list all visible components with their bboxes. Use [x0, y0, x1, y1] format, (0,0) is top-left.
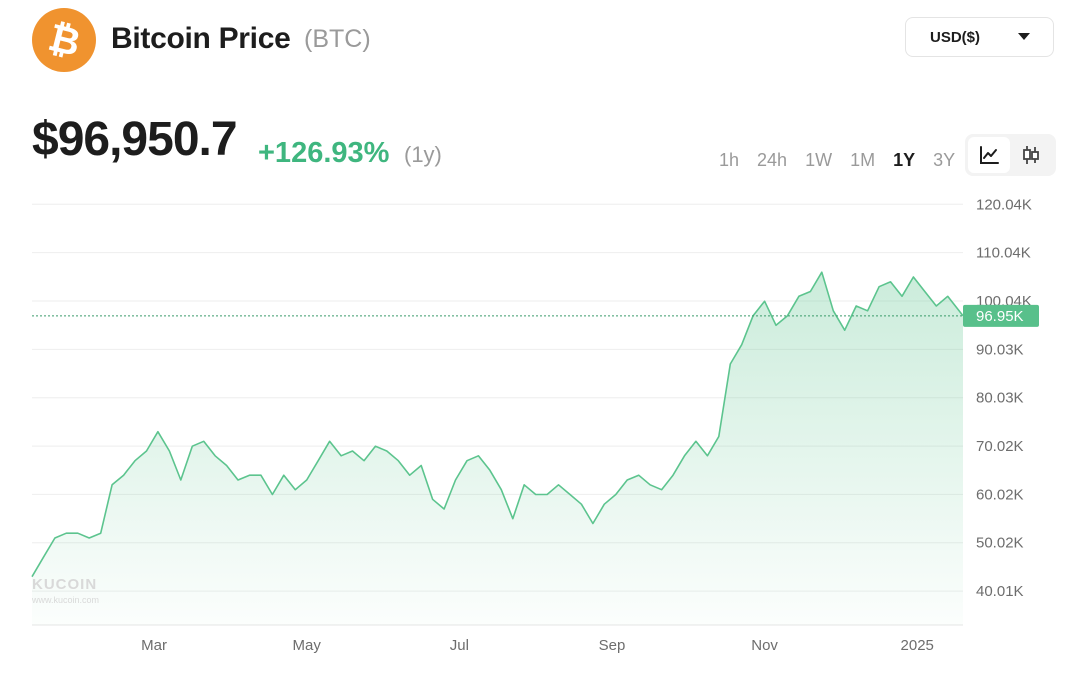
bitcoin-icon: ₿ [32, 8, 96, 72]
y-tick-label: 110.04K [976, 245, 1031, 262]
price-chart: 120.04K110.04K100.04K90.03K80.03K70.02K6… [31, 196, 1039, 654]
tab-24h[interactable]: 24h [757, 150, 788, 170]
x-tick-label: Nov [751, 637, 778, 654]
watermark: KUCOIN www.kucoin.com [32, 576, 99, 605]
y-tick-label: 60.02K [976, 486, 1024, 503]
tab-1m[interactable]: 1M [850, 150, 876, 170]
y-tick-label: 70.02K [976, 438, 1024, 455]
price-area-fill [32, 272, 963, 625]
x-tick-label: Sep [599, 637, 626, 654]
x-tick-label: 2025 [901, 637, 934, 654]
current-price-tag-label: 96.95K [976, 308, 1024, 325]
y-axis-labels: 120.04K110.04K100.04K90.03K80.03K70.02K6… [976, 196, 1032, 600]
change-period: (1y) [404, 142, 442, 167]
currency-select-label: USD($) [930, 28, 981, 46]
current-price-tag: 96.95K [963, 304, 1039, 327]
time-range-tabs: 1h 24h 1W 1M 1Y 3Y [710, 148, 964, 172]
watermark-url: www.kucoin.com [32, 595, 100, 605]
line-chart-icon [980, 146, 999, 164]
tab-1y[interactable]: 1Y [893, 150, 916, 170]
bitcoin-logo-glyph: ₿ [43, 14, 85, 65]
y-tick-label: 50.02K [976, 535, 1024, 552]
x-axis-labels: Mar May Jul Sep Nov 2025 [141, 637, 934, 654]
current-price-tag-bg [963, 304, 1039, 327]
candlestick-icon [1023, 146, 1039, 164]
ticker-symbol: (BTC) [304, 25, 371, 53]
watermark-name: KUCOIN [32, 576, 98, 593]
tab-1w[interactable]: 1W [805, 150, 833, 170]
candlestick-button[interactable] [1010, 137, 1052, 173]
currency-select[interactable]: USD($) [905, 17, 1054, 57]
tab-1h[interactable]: 1h [719, 150, 740, 170]
y-tick-label: 120.04K [976, 196, 1032, 213]
x-tick-label: Jul [450, 637, 469, 654]
tab-3y[interactable]: 3Y [933, 150, 956, 170]
x-tick-label: Mar [141, 637, 167, 654]
x-tick-label: May [293, 637, 322, 654]
chart-type-toggle [965, 134, 1056, 176]
page-title: Bitcoin Price [111, 22, 291, 55]
price-change: +126.93% [258, 137, 390, 169]
y-tick-label: 90.03K [976, 341, 1024, 358]
y-tick-label: 80.03K [976, 390, 1024, 407]
caret-down-icon [1018, 33, 1030, 40]
y-tick-label: 40.01K [976, 583, 1024, 600]
current-price: $96,950.7 [32, 113, 238, 166]
price-line [31, 271, 964, 578]
line-chart-button[interactable] [968, 137, 1010, 173]
